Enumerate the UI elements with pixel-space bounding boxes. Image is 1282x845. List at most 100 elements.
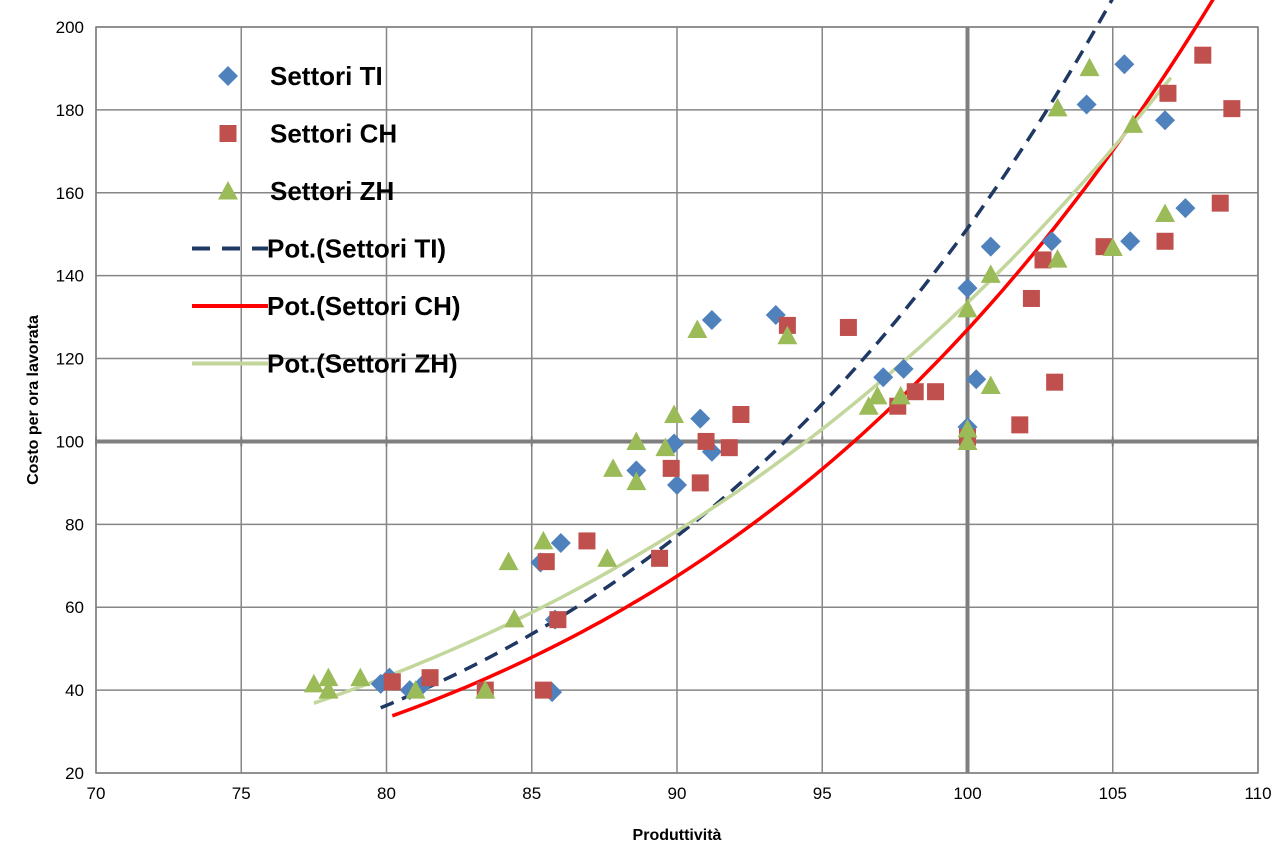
point-settori-zh <box>777 325 798 345</box>
x-tick-label: 110 <box>1244 784 1271 803</box>
point-settori-zh <box>867 385 888 405</box>
legend-label-settori-zh: Settori ZH <box>270 176 394 206</box>
point-settori-ch <box>927 383 945 401</box>
point-settori-ch <box>662 459 680 477</box>
x-axis-title: Produttività <box>633 827 722 844</box>
point-settori-zh <box>405 680 426 699</box>
x-tick-label: 95 <box>813 784 832 803</box>
point-settori-zh <box>603 458 624 477</box>
point-settori-ti <box>966 369 987 390</box>
point-settori-zh <box>1047 97 1068 117</box>
y-tick-label: 20 <box>65 764 84 783</box>
point-settori-zh <box>318 667 339 687</box>
point-settori-ti <box>893 358 914 379</box>
point-settori-zh <box>1047 249 1068 268</box>
legend-label-pot-settori-ch: Pot.(Settori CH) <box>267 291 461 321</box>
point-settori-ch <box>778 316 796 334</box>
legend-label-settori-ch: Settori CH <box>270 119 397 149</box>
point-settori-ti <box>701 310 722 331</box>
point-settori-zh <box>980 375 1001 394</box>
legend-label-settori-ti: Settori TI <box>270 61 383 91</box>
point-settori-ch <box>1194 46 1212 64</box>
point-settori-ch <box>720 439 738 457</box>
y-tick-label: 100 <box>56 432 84 451</box>
point-settori-ch <box>549 611 567 629</box>
point-settori-ti <box>873 367 894 388</box>
point-settori-ti <box>1114 54 1135 75</box>
legend-marker-settori-ch <box>219 125 237 142</box>
point-settori-zh <box>957 419 978 438</box>
point-settori-ti <box>667 474 687 495</box>
point-settori-zh <box>475 680 496 699</box>
point-settori-ch <box>1011 416 1029 434</box>
point-settori-ti <box>1120 231 1141 252</box>
point-settori-zh <box>318 680 339 699</box>
legend-marker-settori-zh <box>218 181 238 200</box>
point-settori-ch <box>1223 100 1241 118</box>
legend-label-pot-settori-ti: Pot.(Settori TI) <box>267 234 446 264</box>
x-tick-label: 80 <box>377 784 396 803</box>
point-settori-zh <box>1123 114 1144 133</box>
point-settori-ch <box>534 681 552 699</box>
point-settori-ch <box>651 549 669 567</box>
point-settori-ch <box>906 383 924 401</box>
x-tick-label: 70 <box>87 784 106 803</box>
trendlines <box>313 0 1215 718</box>
point-settori-ch <box>1046 373 1064 391</box>
point-settori-ch <box>421 669 439 687</box>
y-tick-label: 120 <box>56 350 84 369</box>
x-tick-label: 75 <box>232 784 251 803</box>
point-settori-ti <box>690 408 711 429</box>
point-settori-zh <box>664 404 685 424</box>
point-settori-zh <box>533 530 554 550</box>
point-settori-zh <box>890 385 911 405</box>
x-tick-label: 85 <box>522 784 541 803</box>
data-points <box>303 46 1241 703</box>
x-tick-label: 105 <box>1099 784 1127 803</box>
point-settori-ch <box>537 553 555 571</box>
point-settori-zh <box>498 551 519 571</box>
legend: Settori TI Settori CH Settori ZH Pot.(Setto… <box>192 61 461 379</box>
trendline-pot-settori-ch <box>391 0 1215 718</box>
point-settori-zh <box>303 673 324 693</box>
point-settori-zh <box>655 437 676 457</box>
y-tick-label: 160 <box>56 184 84 203</box>
point-settori-ch <box>1022 289 1040 307</box>
point-settori-ti <box>550 532 571 553</box>
point-settori-ch <box>578 532 596 550</box>
point-settori-zh <box>597 548 618 567</box>
point-settori-ti <box>957 278 978 299</box>
x-tick-labels: 70 75 80 85 90 95 100 105 110 <box>87 784 1272 803</box>
point-settori-ch <box>691 474 709 492</box>
point-settori-ch <box>697 432 715 450</box>
point-settori-ch <box>1211 194 1229 212</box>
y-tick-label: 80 <box>65 515 84 534</box>
y-tick-label: 60 <box>65 598 84 617</box>
point-settori-zh <box>957 298 978 318</box>
x-tick-label: 100 <box>953 784 981 803</box>
point-settori-ch <box>383 673 401 691</box>
point-settori-ti <box>1076 94 1097 115</box>
y-tick-label: 40 <box>65 681 84 700</box>
point-settori-zh <box>504 608 525 628</box>
trendline-pot-settori-zh <box>313 76 1173 705</box>
point-settori-ch <box>732 406 750 424</box>
point-settori-ti <box>1041 231 1062 252</box>
y-axis-title: Costo per ora lavorata <box>25 315 42 485</box>
plot-area-border <box>95 26 1259 774</box>
point-settori-zh <box>687 319 708 339</box>
point-settori-zh <box>1079 57 1100 77</box>
y-tick-label: 140 <box>56 267 84 286</box>
x-tick-label: 90 <box>668 784 687 803</box>
point-settori-zh <box>626 431 647 450</box>
point-settori-ti <box>1175 198 1196 219</box>
legend-marker-settori-ti <box>218 66 238 86</box>
point-settori-zh <box>1102 237 1123 256</box>
point-settori-ti <box>980 236 1001 257</box>
point-settori-ch <box>1034 251 1052 269</box>
point-settori-ch <box>839 318 857 336</box>
point-settori-zh <box>858 396 879 415</box>
point-settori-zh <box>980 264 1001 283</box>
